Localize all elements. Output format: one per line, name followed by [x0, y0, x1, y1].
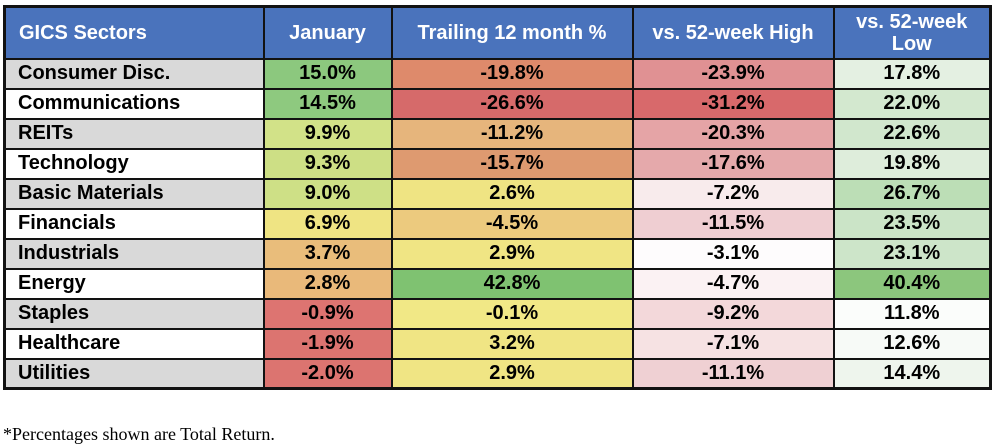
value-cell: 26.7% [832, 177, 992, 210]
value-cell: -23.9% [631, 57, 835, 90]
table-row: Healthcare -1.9% 3.2% -7.1% 12.6% [3, 327, 992, 360]
table-row: Financials 6.9% -4.5% -11.5% 23.5% [3, 207, 992, 240]
table-row: Basic Materials 9.0% 2.6% -7.2% 26.7% [3, 177, 992, 210]
sector-name-cell: Utilities [3, 357, 265, 390]
value-cell: -0.9% [262, 297, 393, 330]
value-cell: 23.1% [832, 237, 992, 270]
value-cell: -11.5% [631, 207, 835, 240]
sector-name-cell: Technology [3, 147, 265, 180]
value-cell: 2.9% [390, 357, 634, 390]
value-cell: 19.8% [832, 147, 992, 180]
value-cell: 2.6% [390, 177, 634, 210]
header-vs-52-week-high: vs. 52-week High [631, 5, 835, 60]
value-cell: -4.7% [631, 267, 835, 300]
value-cell: 12.6% [832, 327, 992, 360]
value-cell: 22.6% [832, 117, 992, 150]
value-cell: -17.6% [631, 147, 835, 180]
value-cell: -20.3% [631, 117, 835, 150]
table-row: Industrials 3.7% 2.9% -3.1% 23.1% [3, 237, 992, 270]
header-vs-52-week-low: vs. 52-week Low [832, 5, 992, 60]
table-row: Technology 9.3% -15.7% -17.6% 19.8% [3, 147, 992, 180]
header-gics-sectors: GICS Sectors [3, 5, 265, 60]
value-cell: 23.5% [832, 207, 992, 240]
value-cell: 40.4% [832, 267, 992, 300]
value-cell: -7.1% [631, 327, 835, 360]
header-january: January [262, 5, 393, 60]
value-cell: 2.9% [390, 237, 634, 270]
value-cell: -3.1% [631, 237, 835, 270]
table-body: Consumer Disc. 15.0% -19.8% -23.9% 17.8% Comm… [3, 57, 992, 390]
value-cell: 3.7% [262, 237, 393, 270]
value-cell: -15.7% [390, 147, 634, 180]
sector-name-cell: REITs [3, 117, 265, 150]
sector-name-cell: Industrials [3, 237, 265, 270]
sector-name-cell: Energy [3, 267, 265, 300]
table-row: Communications 14.5% -26.6% -31.2% 22.0% [3, 87, 992, 120]
header-row: GICS Sectors January Trailing 12 month %… [3, 5, 992, 60]
value-cell: -11.2% [390, 117, 634, 150]
value-cell: 14.5% [262, 87, 393, 120]
sector-name-cell: Staples [3, 297, 265, 330]
sector-name-cell: Communications [3, 87, 265, 120]
value-cell: 17.8% [832, 57, 992, 90]
sector-name-cell: Consumer Disc. [3, 57, 265, 90]
value-cell: -7.2% [631, 177, 835, 210]
value-cell: -9.2% [631, 297, 835, 330]
value-cell: 14.4% [832, 357, 992, 390]
sector-name-cell: Basic Materials [3, 177, 265, 210]
value-cell: -4.5% [390, 207, 634, 240]
value-cell: -26.6% [390, 87, 634, 120]
table-row: Staples -0.9% -0.1% -9.2% 11.8% [3, 297, 992, 330]
value-cell: 9.3% [262, 147, 393, 180]
value-cell: 2.8% [262, 267, 393, 300]
value-cell: 15.0% [262, 57, 393, 90]
value-cell: 9.0% [262, 177, 393, 210]
value-cell: 11.8% [832, 297, 992, 330]
value-cell: -0.1% [390, 297, 634, 330]
sector-returns-table: GICS Sectors January Trailing 12 month %… [3, 5, 992, 390]
table-row: Utilities -2.0% 2.9% -11.1% 14.4% [3, 357, 992, 390]
value-cell: -19.8% [390, 57, 634, 90]
footnote: *Percentages shown are Total Return. [3, 424, 275, 444]
value-cell: -31.2% [631, 87, 835, 120]
value-cell: -2.0% [262, 357, 393, 390]
value-cell: 22.0% [832, 87, 992, 120]
table-row: Consumer Disc. 15.0% -19.8% -23.9% 17.8% [3, 57, 992, 90]
value-cell: 6.9% [262, 207, 393, 240]
value-cell: 9.9% [262, 117, 393, 150]
value-cell: -1.9% [262, 327, 393, 360]
table-header: GICS Sectors January Trailing 12 month %… [3, 5, 992, 60]
table-row: REITs 9.9% -11.2% -20.3% 22.6% [3, 117, 992, 150]
value-cell: -11.1% [631, 357, 835, 390]
table-row: Energy 2.8% 42.8% -4.7% 40.4% [3, 267, 992, 300]
value-cell: 42.8% [390, 267, 634, 300]
sector-name-cell: Financials [3, 207, 265, 240]
header-trailing-12-month: Trailing 12 month % [390, 5, 634, 60]
value-cell: 3.2% [390, 327, 634, 360]
sector-name-cell: Healthcare [3, 327, 265, 360]
